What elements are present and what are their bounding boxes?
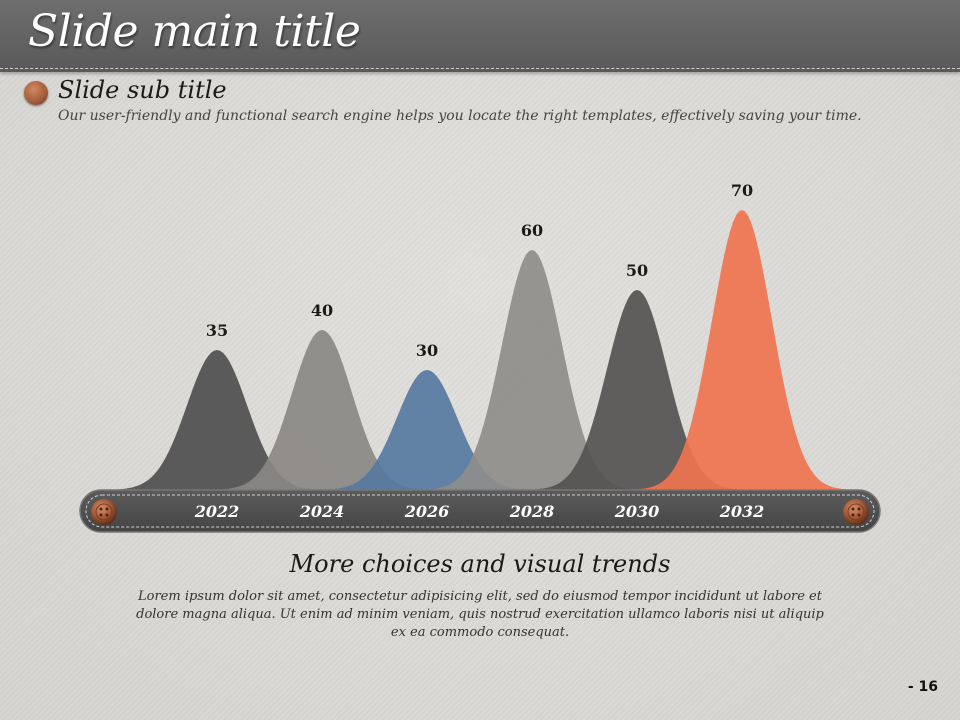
- page-number: - 16: [907, 679, 938, 695]
- timeline-strip: [79, 489, 881, 533]
- year-label-2032: 2032: [719, 502, 765, 521]
- left-button-icon: [91, 499, 117, 525]
- curve-group: [112, 210, 847, 490]
- value-label-2030: 50: [626, 261, 648, 280]
- label-group: 35 2022 40 2024 30 2026 60 2028 50 2030 70 2032: [194, 181, 765, 521]
- bell-curve-chart: 35 2022 40 2024 30 2026 60 2028 50 2030 70 2032: [79, 181, 881, 533]
- value-label-2022: 35: [206, 321, 228, 340]
- curve-2030: [532, 290, 742, 490]
- curve-2026: [322, 370, 532, 490]
- year-label-2024: 2024: [299, 502, 345, 521]
- chart-body-text: Lorem ipsum dolor sit amet, consectetur …: [136, 589, 824, 640]
- value-label-2032: 70: [731, 181, 753, 200]
- value-label-2028: 60: [521, 221, 543, 240]
- slide-main-title: Slide main title: [28, 6, 361, 57]
- curve-2024: [217, 330, 427, 490]
- title-bar: Slide main title: [0, 0, 960, 72]
- slide-description: Our user-friendly and functional search …: [58, 108, 862, 124]
- year-label-2028: 2028: [509, 502, 555, 521]
- value-label-2024: 40: [311, 301, 333, 320]
- year-label-2030: 2030: [614, 502, 660, 521]
- right-button-icon: [843, 499, 869, 525]
- button-bullet-icon: [24, 81, 48, 105]
- value-label-2026: 30: [416, 341, 438, 360]
- year-label-2022: 2022: [194, 502, 240, 521]
- curve-2028: [427, 250, 637, 490]
- curve-2032: [637, 210, 847, 490]
- year-label-2026: 2026: [404, 502, 450, 521]
- chart-heading: More choices and visual trends: [289, 550, 671, 578]
- slide-sub-title: Slide sub title: [58, 76, 227, 104]
- curve-2022: [112, 350, 322, 490]
